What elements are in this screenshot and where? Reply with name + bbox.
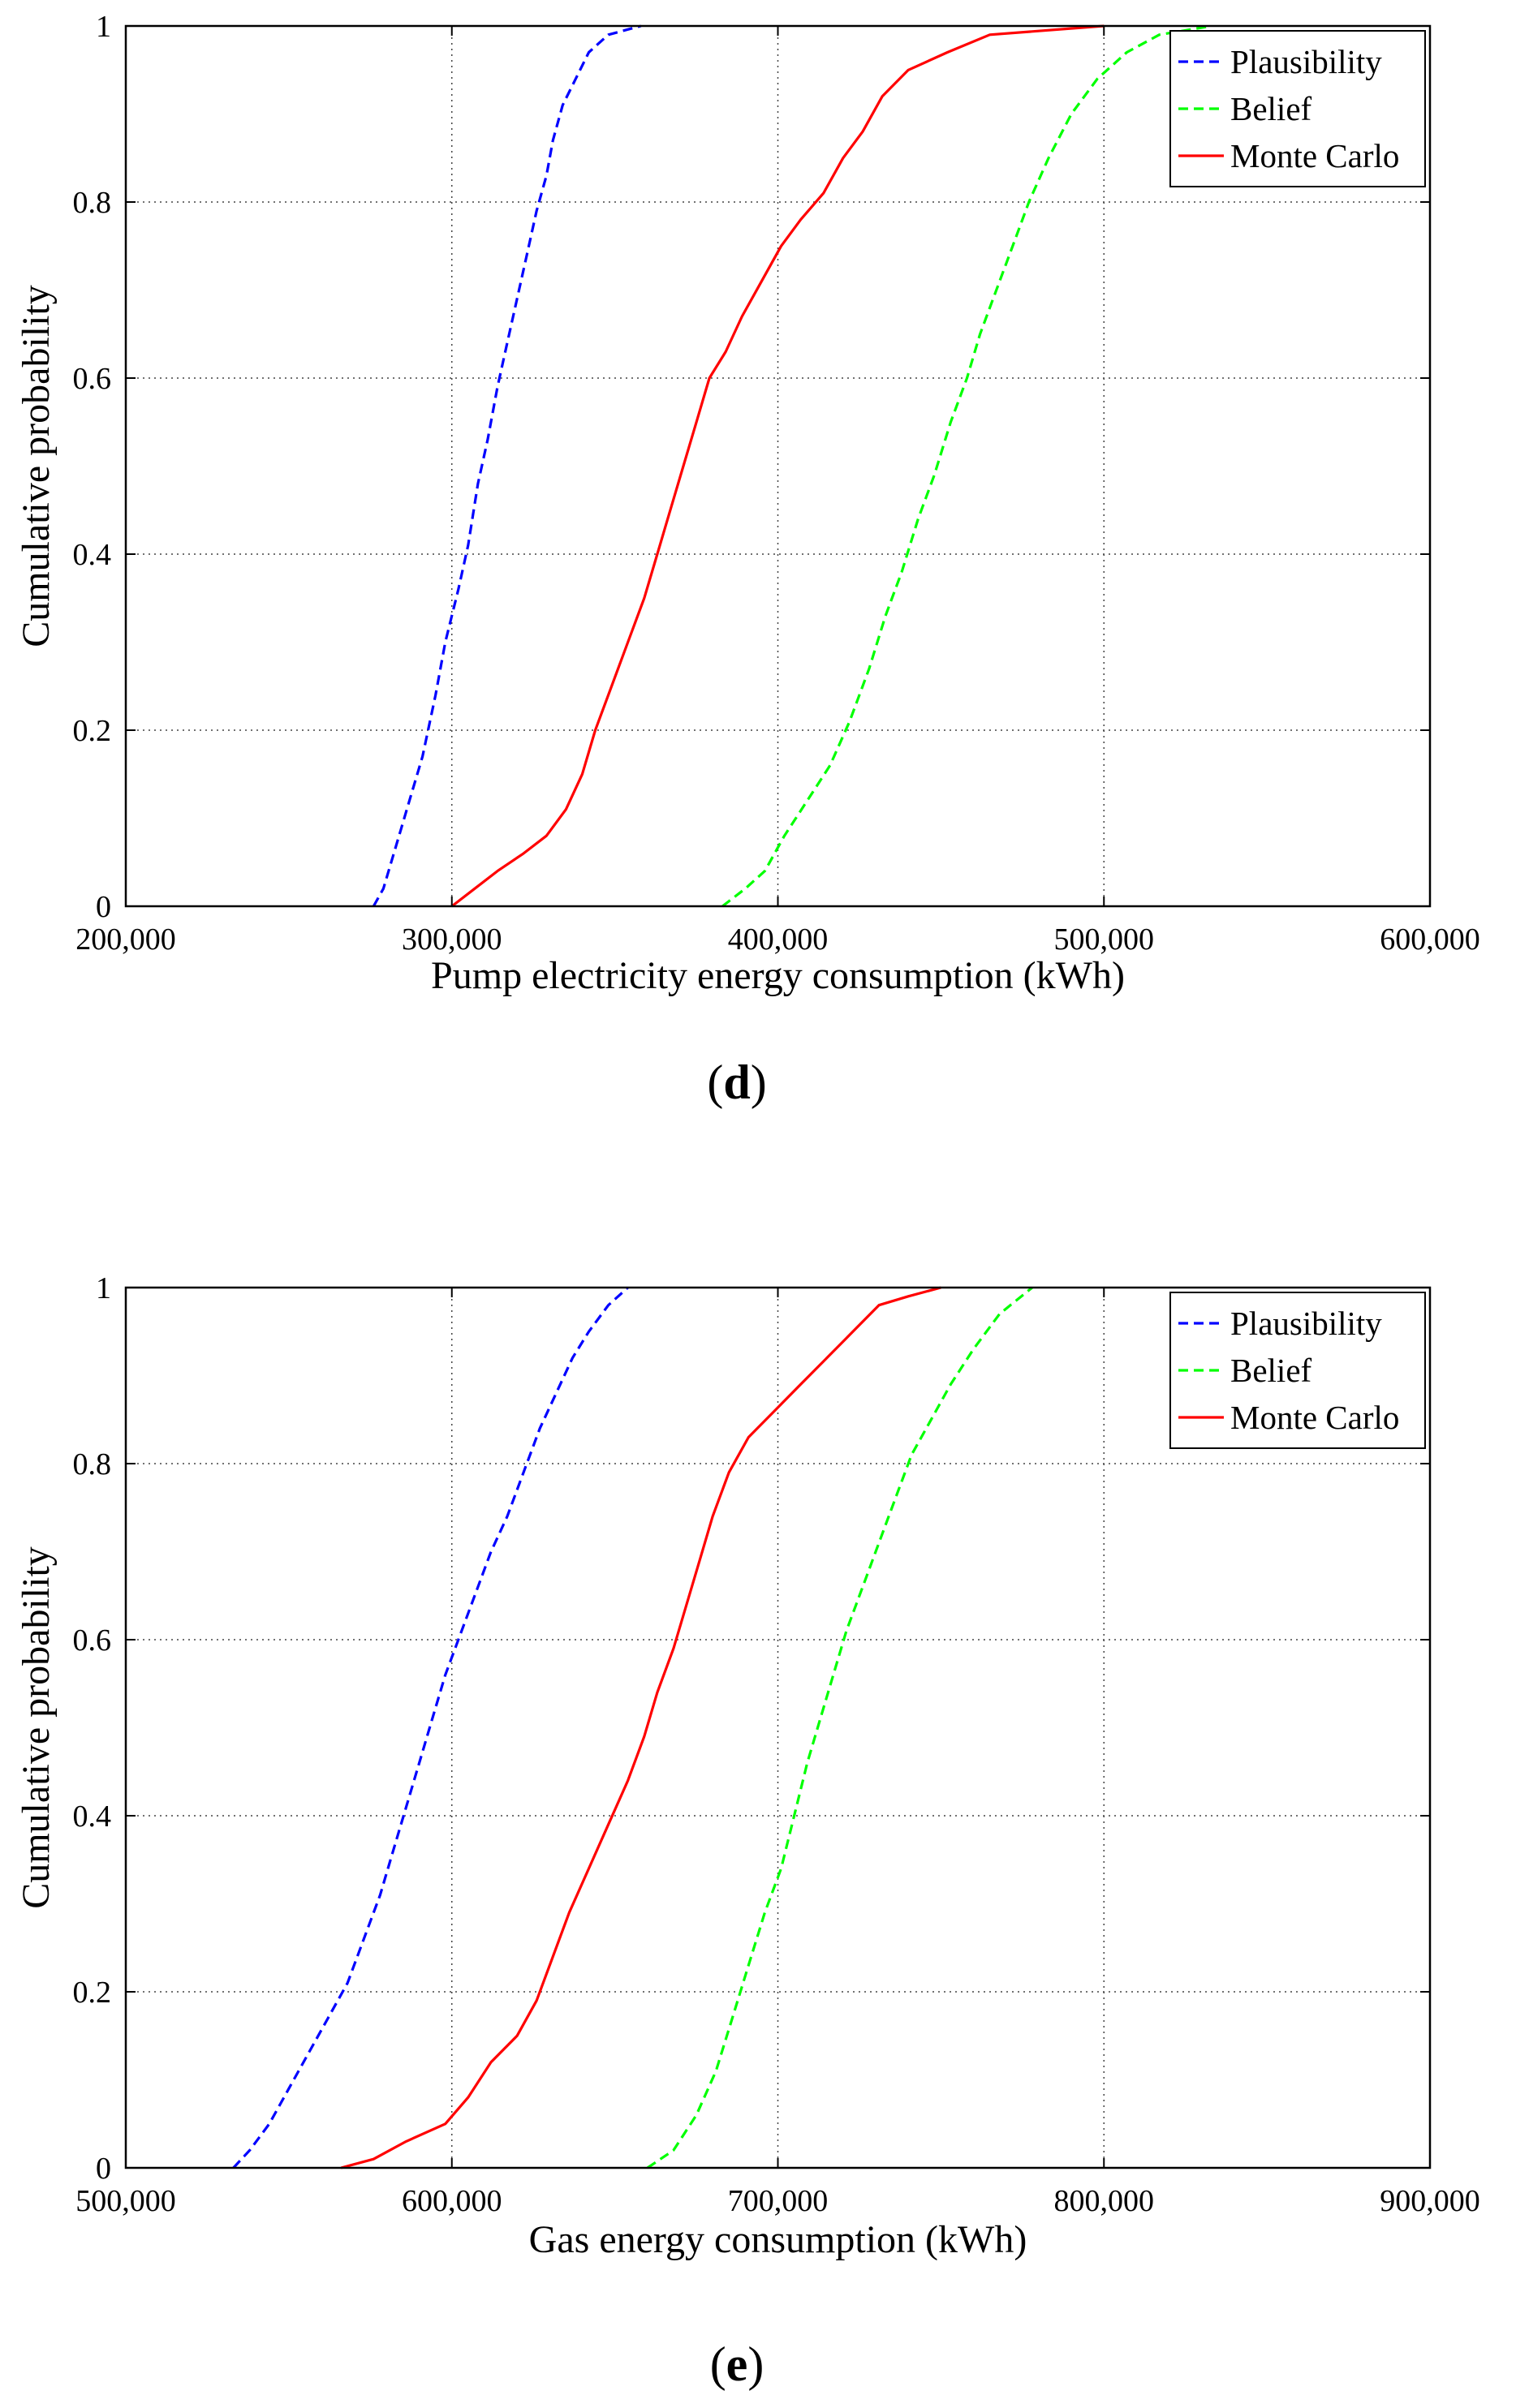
series-line-plausibility <box>232 1286 629 2169</box>
y-tick-label: 1 <box>96 1271 111 1305</box>
y-tick-label: 0.2 <box>73 1976 112 2010</box>
y-axis-label: Cumulative probability <box>15 1546 58 1909</box>
x-tick-label: 300,000 <box>402 922 502 957</box>
panel-label-e-letter: e <box>726 2337 748 2391</box>
x-tick-label: 600,000 <box>402 2184 502 2218</box>
chart-panel-e: 500,000 600,000 700,000 800,000 900,000 0 0.2 0… <box>15 1271 1480 2261</box>
panel-label-e: (e) <box>709 2337 764 2391</box>
series-line-belief <box>721 24 1212 908</box>
x-tick-label: 500,000 <box>1054 922 1155 957</box>
y-tick-label: 0 <box>96 890 111 924</box>
x-tick-label: 900,000 <box>1380 2184 1480 2218</box>
panel-label-d-letter: d <box>723 1056 751 1109</box>
x-axis-label: Gas energy consumption (kWh) <box>529 2218 1027 2261</box>
x-axis-label: Pump electricity energy consumption (kWh… <box>431 954 1125 997</box>
legend-label-belief: Belief <box>1230 90 1312 127</box>
series-line-monte-carlo <box>340 1286 941 2169</box>
x-tick-label: 800,000 <box>1054 2184 1155 2218</box>
y-tick-label: 0.4 <box>73 538 112 572</box>
x-tick-label: 400,000 <box>728 922 829 957</box>
y-tick-label: 0.6 <box>73 362 112 396</box>
x-tick-label: 500,000 <box>75 2184 176 2218</box>
x-tick-label: 600,000 <box>1380 922 1480 957</box>
x-tick-label: 200,000 <box>75 922 176 957</box>
legend-label-belief: Belief <box>1230 1352 1312 1389</box>
y-tick-label: 0 <box>96 2152 111 2186</box>
legend-label-monte-carlo: Monte Carlo <box>1230 1399 1399 1436</box>
legend-label-monte-carlo: Monte Carlo <box>1230 137 1399 174</box>
chart-panel-d: 200,000 300,000 400,000 500,000 600,000 0 0.2 0… <box>15 10 1480 997</box>
y-tick-label: 0.4 <box>73 1800 112 1834</box>
legend-label-plausibility: Plausibility <box>1230 43 1382 80</box>
y-tick-label: 0.6 <box>73 1623 112 1658</box>
panel-label-d: (d) <box>707 1056 767 1109</box>
y-axis-label: Cumulative probability <box>15 285 58 647</box>
y-tick-label: 0.8 <box>73 1447 112 1481</box>
legend-label-plausibility: Plausibility <box>1230 1305 1382 1342</box>
y-tick-label: 1 <box>96 10 111 44</box>
x-tick-label: 700,000 <box>728 2184 829 2218</box>
y-tick-label: 0.2 <box>73 714 112 748</box>
series-line-belief <box>646 1286 1033 2169</box>
y-tick-label: 0.8 <box>73 186 112 220</box>
series-line-plausibility <box>372 24 642 907</box>
series-line-monte-carlo <box>450 24 1105 908</box>
